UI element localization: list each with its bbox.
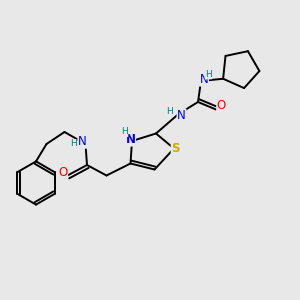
Text: N: N bbox=[125, 133, 136, 146]
Text: O: O bbox=[58, 166, 68, 179]
Text: H: H bbox=[70, 140, 77, 148]
Text: H: H bbox=[121, 128, 128, 136]
Text: N: N bbox=[78, 135, 87, 148]
Text: O: O bbox=[217, 99, 226, 112]
Text: N: N bbox=[200, 73, 208, 86]
Text: S: S bbox=[171, 142, 180, 155]
Text: N: N bbox=[177, 109, 186, 122]
Text: H: H bbox=[205, 70, 212, 79]
Text: H: H bbox=[166, 106, 173, 116]
